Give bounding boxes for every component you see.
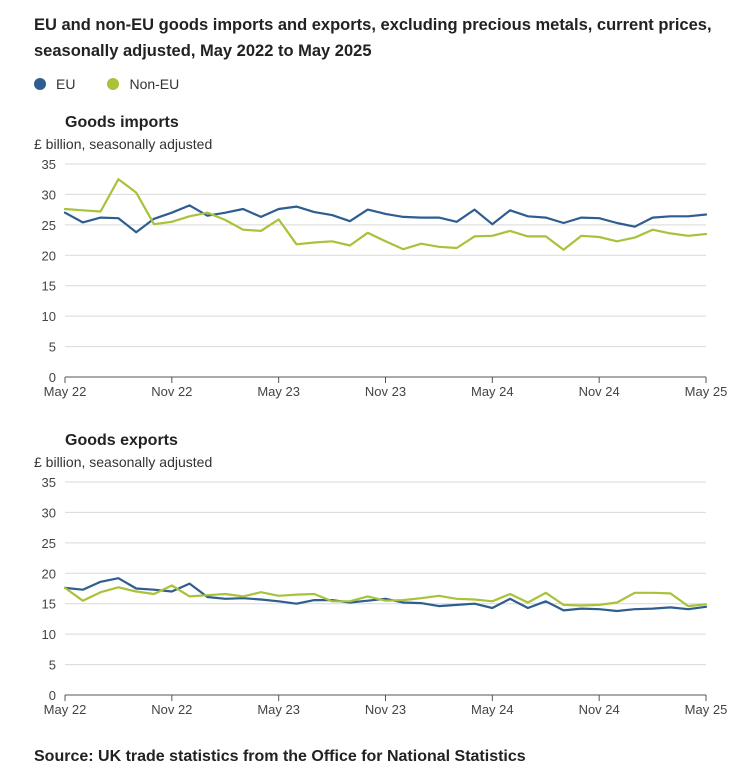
exports-y-tick-label: 15 — [42, 597, 56, 612]
imports-series-line-eu — [63, 204, 708, 234]
imports-y-tick-label: 10 — [42, 309, 56, 324]
exports-y-tick-label: 20 — [42, 566, 56, 581]
imports-x-tick-label: Nov 23 — [365, 384, 406, 399]
exports-panel-title: Goods exports — [65, 432, 178, 449]
imports-panel-title: Goods imports — [65, 114, 179, 131]
imports-series-line-non-eu — [63, 178, 708, 251]
legend-label-eu: EU — [56, 76, 76, 92]
imports-x-tick-label: Nov 24 — [579, 384, 620, 399]
exports-y-tick-label: 10 — [42, 627, 56, 642]
exports-y-tick-label: 30 — [42, 505, 56, 520]
imports-y-axis-label: £ billion, seasonally adjusted — [34, 136, 213, 152]
exports-chart: 0 5 10 15 20 25 30 35 May 22 Nov 22 May 23 Nov 23 Ma… — [42, 475, 728, 717]
exports-y-tick-label: 35 — [42, 475, 56, 490]
exports-y-tick-label: 5 — [49, 658, 56, 673]
legend-marker-non-eu — [107, 78, 120, 90]
imports-x-tick-label: May 25 — [685, 384, 728, 399]
exports-y-axis-label: £ billion, seasonally adjusted — [34, 454, 213, 470]
imports-x-tick-label: May 22 — [44, 384, 87, 399]
imports-y-tick-label: 5 — [49, 340, 56, 355]
exports-x-tick-label: May 25 — [685, 702, 728, 717]
exports-x-tick-label: Nov 24 — [579, 702, 620, 717]
imports-chart: 0 5 10 15 20 25 30 35 May 22 Nov 22 May 23 Nov 23 Ma… — [42, 157, 728, 399]
exports-series-line-non-eu — [63, 584, 708, 608]
imports-y-tick-label: 30 — [42, 187, 56, 202]
legend-item-non-eu: Non-EU — [107, 76, 179, 92]
imports-x-tick-label: May 23 — [257, 384, 300, 399]
legend-label-non-eu: Non-EU — [129, 76, 180, 92]
imports-y-tick-label: 20 — [42, 248, 56, 263]
exports-y-tick-label: 25 — [42, 536, 56, 551]
exports-series-line-eu — [63, 577, 708, 613]
exports-x-tick-label: May 23 — [257, 702, 300, 717]
exports-y-tick-label: 0 — [49, 688, 56, 703]
exports-x-tick-label: May 24 — [471, 702, 514, 717]
exports-x-tick-label: Nov 23 — [365, 702, 406, 717]
legend-marker-eu — [34, 78, 46, 90]
imports-y-tick-label: 15 — [42, 279, 56, 294]
chart-title: EU and non-EU goods imports and exports,… — [34, 16, 712, 60]
legend-item-eu: EU — [34, 76, 75, 92]
exports-x-tick-label: May 22 — [44, 702, 87, 717]
exports-x-tick-label: Nov 22 — [151, 702, 192, 717]
imports-x-tick-label: Nov 22 — [151, 384, 192, 399]
imports-y-tick-label: 35 — [42, 157, 56, 172]
imports-x-tick-label: May 24 — [471, 384, 514, 399]
imports-y-tick-label: 0 — [49, 370, 56, 385]
legend: EU Non-EU — [34, 76, 211, 92]
source-note: Source: UK trade statistics from the Off… — [34, 748, 526, 765]
imports-y-tick-label: 25 — [42, 218, 56, 233]
